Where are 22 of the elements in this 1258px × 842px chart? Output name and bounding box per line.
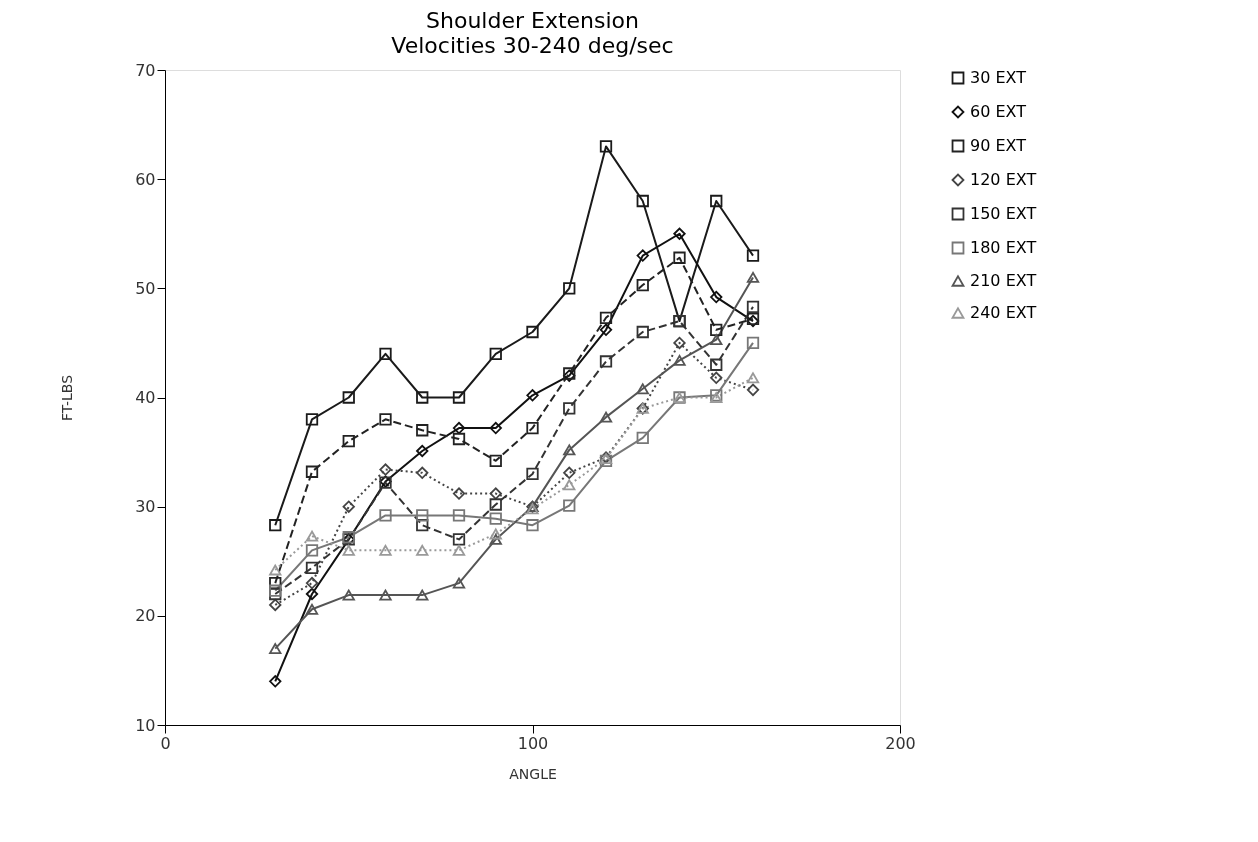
y-tick-label: 70 (135, 60, 156, 80)
y-tick-label: 50 (135, 278, 156, 298)
chart-title: Shoulder Extension (426, 8, 639, 33)
y-axis-title: FT-LBS (59, 374, 76, 422)
legend-label: 210 EXT (970, 271, 1037, 290)
y-tick-label: 30 (135, 497, 156, 517)
legend-label: 60 EXT (970, 102, 1027, 121)
x-tick-label: 100 (517, 733, 549, 753)
legend-label: 180 EXT (970, 238, 1037, 257)
legend-label: 120 EXT (970, 170, 1037, 189)
legend-label: 150 EXT (970, 204, 1037, 223)
y-tick-label: 40 (135, 388, 156, 407)
x-axis-title: ANGLE (509, 765, 557, 782)
chart-subtitle: Velocities 30-240 deg/sec (391, 33, 674, 58)
x-tick-label: 0 (160, 733, 171, 753)
legend-label: 30 EXT (970, 68, 1027, 87)
legend-label: 90 EXT (970, 136, 1027, 155)
y-tick-label: 60 (135, 169, 156, 189)
y-tick-label: 10 (135, 715, 156, 735)
x-tick-label: 200 (885, 733, 916, 753)
legend-label: 240 EXT (970, 303, 1037, 322)
y-tick-label: 20 (135, 606, 156, 626)
